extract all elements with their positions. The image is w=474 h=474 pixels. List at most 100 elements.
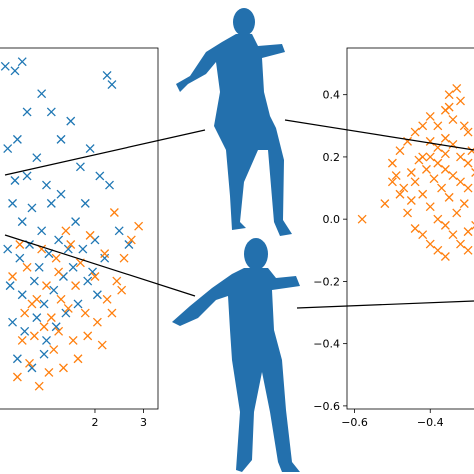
data-point-series-1 — [58, 363, 68, 373]
data-point-series-1 — [97, 340, 107, 350]
data-point-series-0 — [395, 189, 405, 199]
data-point-series-0 — [467, 146, 474, 156]
data-point-series-0 — [406, 168, 416, 177]
data-point-series-0 — [395, 146, 405, 156]
data-point-series-1 — [66, 240, 76, 249]
data-point-series-1 — [83, 331, 93, 341]
data-point-series-1 — [68, 335, 78, 345]
data-point-series-0 — [46, 107, 56, 117]
data-point-series-1 — [42, 281, 51, 291]
data-point-series-1 — [12, 372, 22, 382]
data-point-series-0 — [429, 174, 439, 184]
right-x-axis-ticks: −0.6 −0.4 — [341, 409, 444, 429]
data-point-series-1 — [80, 308, 90, 318]
human-mesh-figure-bottom — [172, 238, 300, 472]
x-tick-label: −0.4 — [417, 416, 444, 429]
data-point-series-0 — [433, 158, 443, 168]
data-point-series-0 — [49, 285, 59, 295]
data-point-series-0 — [463, 183, 473, 193]
data-point-series-0 — [414, 155, 424, 165]
data-point-series-0 — [440, 133, 450, 143]
data-point-series-1 — [20, 308, 30, 318]
data-point-series-0 — [440, 164, 450, 174]
data-point-series-1 — [117, 285, 127, 295]
x-tick-label: 3 — [140, 416, 147, 429]
data-point-series-0 — [459, 121, 469, 131]
data-point-series-0 — [95, 171, 105, 181]
data-point-series-0 — [37, 89, 47, 99]
data-point-series-0 — [3, 244, 13, 254]
data-point-series-0 — [452, 83, 462, 93]
data-point-series-1 — [49, 345, 59, 355]
data-point-series-0 — [463, 158, 473, 168]
data-point-series-0 — [437, 183, 447, 193]
data-point-series-0 — [22, 107, 32, 117]
data-point-series-1 — [119, 253, 129, 263]
data-point-series-0 — [425, 112, 435, 121]
data-point-series-0 — [44, 249, 54, 259]
connector-line-top-right — [284, 119, 474, 151]
data-point-series-0 — [399, 183, 409, 193]
data-point-series-0 — [12, 354, 22, 364]
data-point-series-0 — [391, 171, 401, 181]
data-point-series-0 — [387, 177, 397, 187]
connector-line-bottom-right — [296, 300, 474, 309]
data-point-series-0 — [32, 153, 42, 163]
data-point-series-1 — [44, 367, 54, 377]
data-point-series-0 — [471, 220, 474, 230]
data-point-series-0 — [433, 121, 443, 131]
data-point-series-0 — [463, 245, 473, 255]
data-point-series-1 — [100, 249, 110, 259]
connector-lines — [4, 119, 474, 309]
data-point-series-0 — [357, 214, 367, 224]
data-point-series-0 — [8, 198, 18, 208]
data-point-series-0 — [463, 127, 473, 137]
data-point-series-0 — [0, 61, 10, 71]
data-point-series-0 — [34, 262, 44, 272]
data-point-series-0 — [51, 322, 61, 332]
right-y-axis-ticks: 0.4 0.2 0.0 −0.2 −0.4 −0.6 — [313, 89, 347, 413]
data-point-series-0 — [456, 96, 465, 106]
data-point-series-0 — [410, 224, 420, 233]
data-point-series-1 — [109, 208, 119, 217]
data-point-series-0 — [440, 220, 450, 230]
data-point-series-1 — [92, 317, 102, 327]
data-point-series-0 — [433, 214, 443, 224]
data-point-series-0 — [32, 313, 42, 323]
data-point-series-0 — [448, 115, 458, 125]
data-point-series-0 — [387, 158, 397, 168]
data-point-series-0 — [444, 90, 454, 100]
data-point-series-0 — [39, 349, 49, 359]
data-point-series-0 — [39, 299, 49, 309]
data-point-series-0 — [68, 262, 78, 272]
data-point-series-0 — [92, 290, 102, 300]
data-point-series-1 — [27, 299, 37, 309]
data-point-series-1 — [107, 308, 117, 318]
data-point-series-0 — [5, 281, 15, 291]
data-point-series-1 — [61, 226, 71, 236]
data-point-series-0 — [37, 226, 47, 236]
data-point-series-0 — [83, 276, 93, 286]
data-point-series-0 — [452, 208, 462, 218]
data-point-series-0 — [22, 171, 32, 181]
data-point-series-0 — [425, 152, 435, 162]
data-point-series-1 — [85, 230, 95, 240]
data-point-series-1 — [73, 354, 83, 364]
data-point-series-0 — [42, 335, 51, 345]
data-point-series-0 — [440, 149, 450, 159]
data-point-series-0 — [410, 127, 420, 137]
data-point-series-0 — [433, 245, 443, 255]
data-point-series-0 — [71, 217, 81, 227]
y-tick-label: 0.4 — [323, 89, 341, 102]
data-point-series-1 — [22, 262, 32, 272]
data-point-series-0 — [61, 308, 71, 318]
data-point-series-1 — [56, 294, 66, 304]
x-tick-label: −0.6 — [341, 416, 368, 429]
data-point-series-1 — [126, 235, 136, 245]
data-point-series-0 — [10, 66, 20, 76]
data-point-series-0 — [102, 70, 112, 80]
data-point-series-1 — [39, 322, 49, 332]
y-tick-label: −0.6 — [313, 400, 340, 413]
